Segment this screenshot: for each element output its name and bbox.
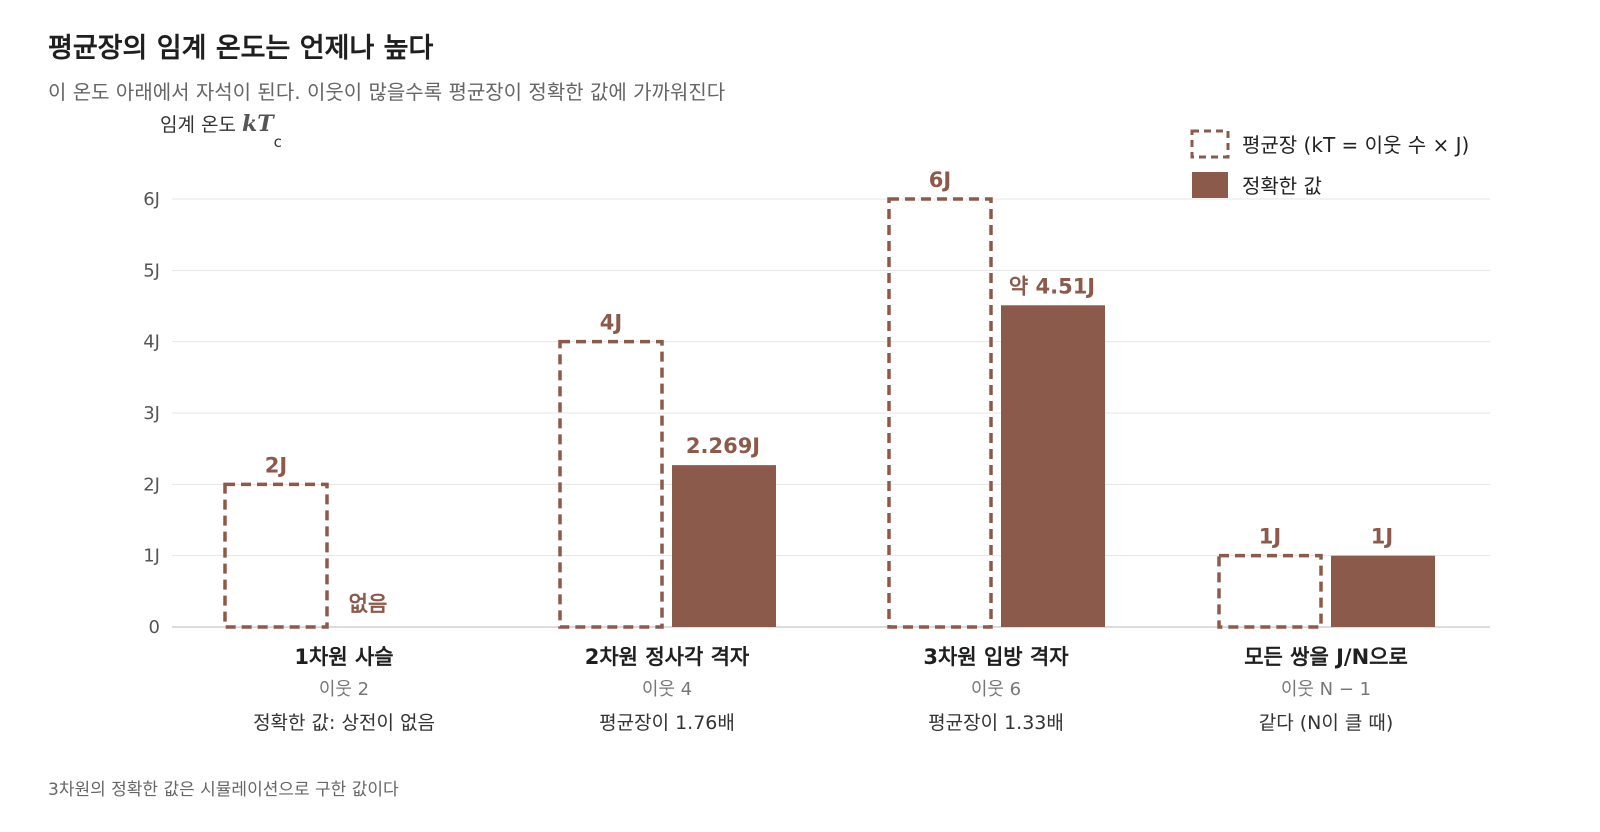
value-label-exact: 1J [1371, 525, 1393, 549]
category-note: 정확한 값: 상전이 없음 [253, 712, 435, 734]
legend-label-exact: 정확한 값 [1242, 174, 1322, 198]
grid-lines [172, 198, 1490, 628]
chart-subtitle: 이 온도 아래에서 자석이 된다. 이웃이 많을수록 평균장이 정확한 값에 가… [48, 80, 726, 104]
legend-swatch-exact [1192, 172, 1228, 198]
y-tick-label: 5J [143, 260, 160, 281]
legend-swatch-mean-field [1190, 129, 1230, 159]
category-note: 평균장이 1.33배 [928, 712, 1064, 734]
legend: 평균장 (kT = 이웃 수 × J) 정확한 값 [1190, 129, 1469, 198]
y-tick-label: 2J [143, 474, 160, 495]
category-label: 3차원 입방 격자 [923, 645, 1069, 669]
bar-exact [1001, 305, 1105, 627]
category-neighbors: 이웃 N − 1 [1281, 679, 1371, 700]
y-tick-label: 3J [143, 403, 160, 424]
value-label-exact: 없음 [349, 592, 388, 616]
category-note: 같다 (N이 클 때) [1259, 712, 1394, 734]
value-label-mean-field: 1J [1259, 525, 1281, 549]
y-axis-label: 임계 온도 kTc [160, 111, 282, 151]
chart-title: 평균장의 임계 온도는 언제나 높다 [48, 33, 434, 64]
value-label-mean-field: 4J [600, 311, 622, 335]
y-tick-label: 1J [143, 546, 160, 567]
category-label: 2차원 정사각 격자 [585, 645, 750, 669]
bar-mean-field [558, 339, 664, 629]
legend-label-mean-field: 평균장 (kT = 이웃 수 × J) [1242, 133, 1469, 157]
bar-exact [1331, 555, 1435, 627]
bar-mean-field [1217, 553, 1323, 629]
bars [223, 197, 1435, 629]
y-axis: 임계 온도 kTc 0 1J 2J 3J 4J 5J 6J [143, 111, 282, 638]
bar-exact [672, 465, 776, 627]
category-label: 1차원 사슬 [294, 645, 393, 669]
category-neighbors: 이웃 2 [319, 679, 369, 700]
category-neighbors: 이웃 4 [642, 679, 692, 700]
bar-mean-field [887, 197, 993, 629]
value-label-mean-field: 2J [265, 453, 287, 477]
category-note: 평균장이 1.76배 [599, 712, 735, 734]
value-label-mean-field: 6J [929, 168, 951, 192]
y-tick-label: 6J [143, 189, 160, 210]
value-label-exact: 2.269J [686, 434, 760, 458]
category-label: 모든 쌍을 J/N으로 [1244, 645, 1408, 669]
bar-mean-field [223, 482, 329, 629]
footnote: 3차원의 정확한 값은 시뮬레이션으로 구한 값이다 [48, 780, 399, 800]
y-tick-label: 4J [143, 332, 160, 353]
y-tick-label: 0 [149, 617, 160, 638]
value-label-exact: 약 4.51J [1009, 274, 1095, 298]
category-neighbors: 이웃 6 [971, 679, 1021, 700]
